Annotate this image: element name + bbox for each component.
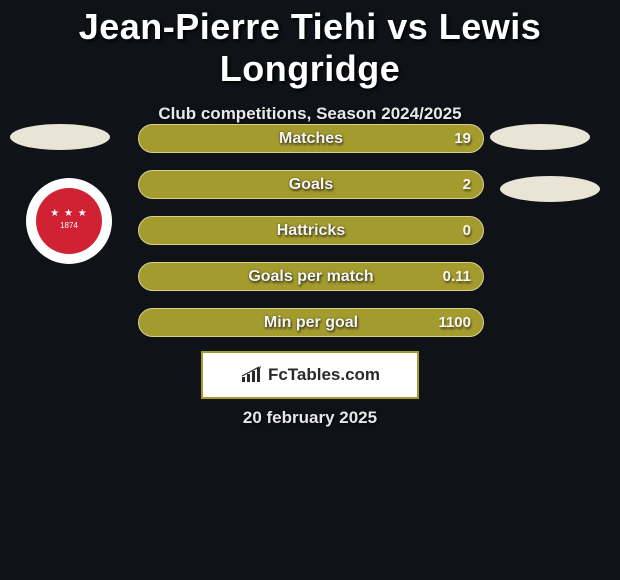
subtitle: Club competitions, Season 2024/2025	[0, 104, 620, 124]
stat-label: Goals per match	[248, 268, 373, 286]
stat-value: 0.11	[443, 268, 471, 285]
right-oval-placeholder-2	[500, 176, 600, 202]
stat-value: 2	[463, 176, 471, 193]
brand-text: FcTables.com	[268, 365, 380, 385]
page-title: Jean-Pierre Tiehi vs Lewis Longridge	[0, 0, 620, 90]
stat-row: Goals 2	[138, 170, 484, 199]
bar-chart-icon	[240, 366, 264, 384]
date-text: 20 february 2025	[0, 408, 620, 428]
stat-value: 0	[463, 222, 471, 239]
stat-value: 19	[454, 130, 471, 147]
stat-row: Matches 19	[138, 124, 484, 153]
right-oval-placeholder-1	[490, 124, 590, 150]
left-oval-placeholder	[10, 124, 110, 150]
stats-list: Matches 19 Goals 2 Hattricks 0 Goals per…	[138, 124, 484, 354]
badge-year: 1874	[60, 221, 78, 230]
stat-row: Hattricks 0	[138, 216, 484, 245]
stat-label: Matches	[279, 130, 343, 148]
stat-label: Min per goal	[264, 314, 358, 332]
stat-row: Goals per match 0.11	[138, 262, 484, 291]
badge-stars-icon: ★ ★ ★	[50, 208, 87, 219]
stat-value: 1100	[438, 314, 471, 331]
stat-label: Hattricks	[277, 222, 345, 240]
brand-box[interactable]: FcTables.com	[201, 351, 419, 399]
stat-label: Goals	[289, 176, 333, 194]
stat-row: Min per goal 1100	[138, 308, 484, 337]
club-badge-inner: ★ ★ ★ 1874	[36, 188, 102, 254]
club-badge: ★ ★ ★ 1874	[26, 178, 112, 264]
